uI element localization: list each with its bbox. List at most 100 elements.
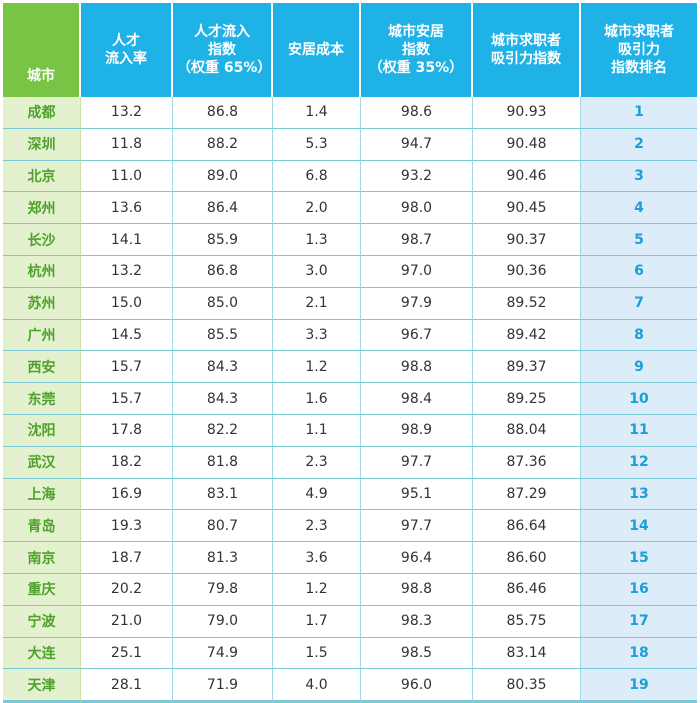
cell-settling-index: 96.4 [361,542,473,574]
cell-city: 大连 [3,637,81,670]
cell-attraction-index: 90.46 [473,160,581,193]
cell-attraction-index: 88.04 [473,414,581,447]
cell-talent-inflow-index: 74.9 [173,637,273,670]
table-row: 青岛 19.3 80.7 2.3 97.7 86.64 14 [3,510,697,543]
cell-talent-inflow-rate: 20.2 [81,573,173,606]
cell-talent-inflow-index: 84.3 [173,383,273,415]
column-header-line: 城市求职者 [491,33,561,49]
table-header: 城市 人才 流入率 人才流入 指数 （权重 65%） 安居成本 城市安居 指数 （权重 35%）城… [3,3,697,97]
column-header-line: （权重 35%） [368,60,464,76]
cell-rank: 12 [581,446,697,479]
column-header-line: 指数排名 [611,60,667,76]
cell-settling-index: 96.7 [361,319,473,352]
cell-attraction-index: 89.37 [473,351,581,384]
cell-settling-index: 98.4 [361,383,473,415]
cell-city: 上海 [3,478,81,511]
column-header-line: 安居成本 [288,42,344,58]
cell-talent-inflow-rate: 25.1 [81,637,173,670]
cell-attraction-index: 89.52 [473,287,581,320]
cell-settling-cost: 1.3 [273,224,361,256]
cell-settling-cost: 1.1 [273,414,361,447]
column-header-talent-inflow-rate: 人才 流入率 [81,3,173,97]
cell-settling-index: 98.5 [361,637,473,670]
cell-rank: 17 [581,605,697,638]
column-header-line: 人才 [112,33,140,49]
cell-talent-inflow-rate: 14.1 [81,224,173,256]
cell-talent-inflow-rate: 13.6 [81,192,173,225]
cell-settling-index: 97.9 [361,287,473,320]
cell-talent-inflow-rate: 11.8 [81,128,173,161]
column-header-line: 城市 [27,68,55,84]
cell-settling-cost: 2.0 [273,192,361,225]
cell-settling-cost: 2.3 [273,446,361,479]
cell-settling-index: 98.0 [361,192,473,225]
cell-settling-cost: 1.7 [273,605,361,638]
table-row: 长沙 14.1 85.9 1.3 98.7 90.37 5 [3,224,697,256]
cell-attraction-index: 90.48 [473,128,581,161]
cell-attraction-index: 86.46 [473,573,581,606]
cell-talent-inflow-index: 86.8 [173,255,273,288]
table-row: 成都 13.2 86.8 1.4 98.6 90.93 1 [3,97,697,129]
cell-settling-cost: 1.5 [273,637,361,670]
cell-attraction-index: 86.64 [473,510,581,543]
table-row: 天津 28.1 71.9 4.0 96.0 80.35 19 [3,669,697,703]
cell-talent-inflow-rate: 18.2 [81,446,173,479]
column-header-rank: 城市求职者吸引力指数排名 [581,3,697,97]
cell-talent-inflow-index: 85.0 [173,287,273,320]
cell-city: 长沙 [3,224,81,256]
cell-talent-inflow-index: 80.7 [173,510,273,543]
cell-talent-inflow-index: 85.5 [173,319,273,352]
cell-attraction-index: 86.60 [473,542,581,574]
column-header-settling-cost: 安居成本 [273,3,361,97]
cell-settling-cost: 1.2 [273,351,361,384]
cell-talent-inflow-index: 84.3 [173,351,273,384]
cell-settling-index: 94.7 [361,128,473,161]
cell-city: 重庆 [3,573,81,606]
cell-rank: 4 [581,192,697,225]
cell-city: 天津 [3,669,81,703]
column-header-line: 指数 [208,42,236,58]
cell-attraction-index: 90.37 [473,224,581,256]
cell-settling-index: 97.0 [361,255,473,288]
cell-rank: 6 [581,255,697,288]
cell-settling-cost: 6.8 [273,160,361,193]
cell-settling-index: 97.7 [361,446,473,479]
cell-rank: 16 [581,573,697,606]
cell-city: 沈阳 [3,414,81,447]
cell-city: 郑州 [3,192,81,225]
cell-talent-inflow-index: 82.2 [173,414,273,447]
cell-city: 广州 [3,319,81,352]
table-row: 苏州 15.0 85.0 2.1 97.9 89.52 7 [3,287,697,320]
cell-settling-cost: 1.4 [273,97,361,129]
cell-talent-inflow-index: 79.0 [173,605,273,638]
cell-city: 东莞 [3,383,81,415]
cell-rank: 7 [581,287,697,320]
column-header-line: 城市求职者 [604,24,674,40]
cell-talent-inflow-index: 89.0 [173,160,273,193]
table-row: 武汉 18.2 81.8 2.3 97.7 87.36 12 [3,446,697,479]
cell-settling-cost: 3.3 [273,319,361,352]
column-header-line: 城市安居 [388,24,444,40]
cell-rank: 19 [581,669,697,703]
cell-rank: 14 [581,510,697,543]
cell-rank: 1 [581,97,697,129]
table-row: 东莞 15.7 84.3 1.6 98.4 89.25 10 [3,383,697,415]
cell-rank: 2 [581,128,697,161]
cell-talent-inflow-index: 86.8 [173,97,273,129]
cell-attraction-index: 89.42 [473,319,581,352]
cell-settling-cost: 1.6 [273,383,361,415]
cell-talent-inflow-rate: 18.7 [81,542,173,574]
cell-settling-cost: 4.0 [273,669,361,703]
cell-rank: 8 [581,319,697,352]
cell-talent-inflow-rate: 21.0 [81,605,173,638]
cell-settling-index: 98.6 [361,97,473,129]
cell-settling-cost: 2.1 [273,287,361,320]
cell-talent-inflow-index: 86.4 [173,192,273,225]
cell-settling-cost: 3.6 [273,542,361,574]
cell-settling-index: 98.9 [361,414,473,447]
column-header-line: 吸引力 [618,42,660,58]
cell-city: 杭州 [3,255,81,288]
cell-settling-index: 98.8 [361,351,473,384]
table-row: 宁波 21.0 79.0 1.7 98.3 85.75 17 [3,605,697,638]
cell-talent-inflow-index: 71.9 [173,669,273,703]
